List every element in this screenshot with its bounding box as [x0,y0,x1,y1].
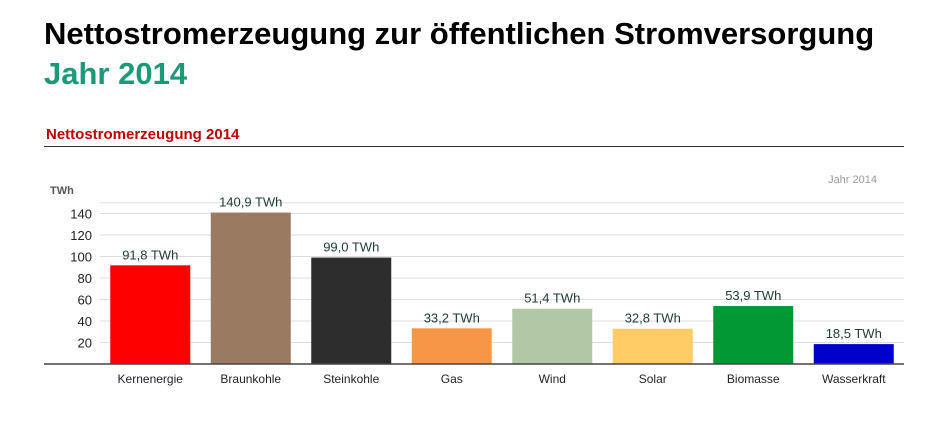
bar-wind [512,308,593,364]
page-subtitle: Jahr 2014 [44,56,188,91]
y-tick-label: 60 [78,293,92,308]
bar-wasserkraft [813,344,894,364]
data-label: 91,8 TWh [122,247,178,262]
category-label: Steinkohle [323,372,379,386]
section-divider [44,146,904,147]
category-label: Kernenergie [118,372,184,386]
category-label: Wind [539,372,566,386]
y-tick-label: 100 [70,250,92,265]
chart-year-label: Jahr 2014 [828,174,877,186]
category-label: Solar [639,372,667,386]
bar-gas [411,328,492,364]
data-label: 33,2 TWh [424,310,480,325]
y-tick-label: 140 [70,207,92,222]
y-axis-ticks: 20 40 60 80 100 120 140 [70,207,92,351]
bar-steinkohle [311,257,392,364]
y-tick-label: 20 [78,336,92,351]
data-labels: 91,8 TWh 140,9 TWh 99,0 TWh 33,2 TWh 51,4 TW… [122,195,882,342]
bar-biomasse [713,306,794,364]
page-title: Nettostromerzeugung zur öffentlichen Str… [44,16,875,51]
data-label: 32,8 TWh [625,311,681,326]
chart-title: Nettostromerzeugung 2014 [46,126,240,143]
category-labels: Kernenergie Braunkohle Steinkohle Gas Wind So… [118,372,887,386]
y-axis-unit-label: TWh [50,185,74,197]
bar-braunkohle [210,212,291,364]
category-label: Braunkohle [220,372,281,386]
category-label: Biomasse [727,372,780,386]
y-tick-label: 40 [78,314,92,329]
y-tick-label: 120 [70,228,92,243]
category-label: Wasserkraft [822,372,886,386]
data-label: 53,9 TWh [725,288,781,303]
bars [110,212,894,364]
bar-solar [612,328,693,364]
data-label: 140,9 TWh [219,195,282,210]
bar-kernenergie [110,265,191,364]
category-label: Gas [441,372,463,386]
data-label: 18,5 TWh [826,326,882,341]
data-label: 99,0 TWh [323,240,379,255]
data-label: 51,4 TWh [524,291,580,306]
y-tick-label: 80 [78,271,92,286]
